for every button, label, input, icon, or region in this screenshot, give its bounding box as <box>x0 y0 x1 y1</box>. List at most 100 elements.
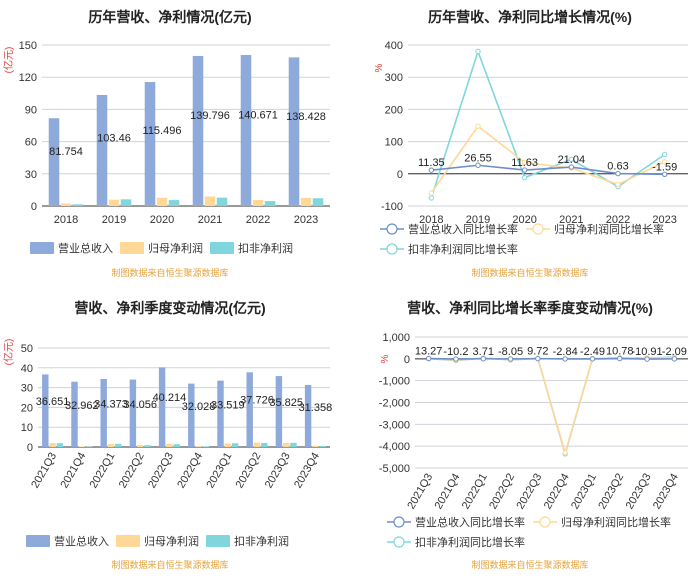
bar-3-2021Q3 <box>56 443 64 447</box>
legend-marker <box>386 243 398 255</box>
bar-2-2022Q1 <box>107 444 115 447</box>
bar-3-2023Q2 <box>261 443 268 447</box>
data-point <box>615 181 621 188</box>
bar-1-2023Q1 <box>217 380 224 447</box>
x-tick-label: 2022Q3 <box>146 451 176 491</box>
data-point <box>521 167 528 173</box>
data-label: -2.09 <box>662 346 687 358</box>
legend-marker <box>393 516 405 528</box>
y-tick-label: -100 <box>381 201 403 213</box>
legend-label: 营业总收入 <box>58 241 113 255</box>
x-tick-label: 2022Q2 <box>117 451 147 491</box>
y-axis-unit: % <box>374 63 385 72</box>
y-tick-label: -2,000 <box>379 398 410 410</box>
source-note: 制图数据来自恒生聚源数据库 <box>471 559 588 570</box>
data-label: -10.91 <box>631 346 662 358</box>
x-tick-label: 2021Q4 <box>433 472 463 512</box>
data-point <box>475 48 481 55</box>
x-tick-label: 2021 <box>559 214 583 226</box>
data-point <box>661 151 668 158</box>
bar-1-2022Q4 <box>188 383 195 447</box>
y-tick-label: -3,000 <box>379 419 410 431</box>
data-label: 32.962 <box>65 400 99 412</box>
bar-1-2023 <box>288 57 300 207</box>
legend-label: 归母净利润 <box>148 241 203 255</box>
bar-1-2023Q3 <box>275 376 283 447</box>
bar-2-2018 <box>60 203 72 206</box>
data-label: -8.05 <box>498 346 523 358</box>
legend-label: 归母净利润 <box>144 534 199 548</box>
data-label: -2.49 <box>580 346 605 358</box>
bar-1-2022Q3 <box>158 367 166 447</box>
bar-3-2022Q4 <box>202 446 210 447</box>
chart-title: 营收、净利季度变动情况(亿元) <box>74 300 265 316</box>
legend-label: 扣非净利润同比增长率 <box>415 535 525 549</box>
legend-label: 扣非净利润同比增长率 <box>408 242 518 256</box>
data-label: 33.519 <box>211 400 245 412</box>
chart-panel-1: 历年营收、净利情况(亿元) (亿元) 0 30 60 90 120 150 2018 2019 20… <box>2 9 330 278</box>
x-tick-label: 2023 <box>652 214 676 226</box>
bar-3-2023 <box>312 198 324 206</box>
x-tick-label: 2021Q3 <box>29 451 59 491</box>
data-point <box>568 156 575 163</box>
data-point <box>507 356 514 362</box>
data-label: 115.496 <box>143 125 182 137</box>
bar-2-2023Q1 <box>224 443 232 447</box>
bar-3-2023Q1 <box>231 443 239 447</box>
series-line-2 <box>430 124 666 194</box>
y-tick-label: 100 <box>385 137 403 149</box>
bar-1-2022Q2 <box>129 379 137 447</box>
data-label: 11.35 <box>418 157 445 169</box>
legend-swatch <box>116 535 140 547</box>
x-tick-label: 2023Q4 <box>292 451 322 491</box>
chart-title: 历年营收、净利情况(亿元) <box>88 9 251 25</box>
bar-3-2022Q3 <box>173 444 180 447</box>
data-label: 138.428 <box>286 111 326 123</box>
legend-label: 扣非净利润 <box>238 241 293 255</box>
data-label: 3.71 <box>473 346 494 358</box>
bar-2-2021Q3 <box>49 443 56 447</box>
data-label: 81.754 <box>49 146 83 158</box>
bar-1-2020 <box>144 82 156 206</box>
data-point <box>671 356 678 362</box>
bar-3-2019 <box>120 199 132 206</box>
series-line-1 <box>428 357 675 360</box>
data-point <box>617 355 623 362</box>
bar-2-2022Q2 <box>136 445 144 447</box>
data-label: 26.55 <box>464 152 492 164</box>
chart-panel-3: 营收、净利季度变动情况(亿元) (亿元) 0 10 20 30 40 50 2021Q3 2021… <box>2 300 332 570</box>
x-tick-label: 2018 <box>419 214 443 226</box>
data-point <box>615 170 621 177</box>
bar-1-2021 <box>192 55 204 206</box>
data-label: 103.46 <box>97 133 131 145</box>
data-point <box>661 159 668 165</box>
x-tick-label: 2023Q2 <box>234 451 264 491</box>
bar-1-2018 <box>48 118 60 206</box>
data-point <box>428 167 435 173</box>
source-note: 制图数据来自恒生聚源数据库 <box>111 559 228 570</box>
data-point <box>644 356 650 362</box>
y-axis-unit: (亿元) <box>2 339 15 366</box>
bar-2-2021 <box>204 196 216 206</box>
chart-title: 历年营收、净利同比增长情况(%) <box>428 9 632 25</box>
data-point <box>425 355 432 362</box>
legend-marker <box>539 516 551 528</box>
y-tick-label: 400 <box>385 40 403 52</box>
data-point <box>475 123 481 129</box>
bar-3-2021 <box>216 197 228 206</box>
data-point <box>428 190 435 196</box>
legend-swatch <box>206 535 230 547</box>
legend-swatch <box>30 242 54 254</box>
bar-2-2021Q4 <box>78 446 86 447</box>
bar-2-2019 <box>108 199 120 206</box>
source-note: 制图数据来自恒生聚源数据库 <box>471 267 588 278</box>
x-tick-label: 2022 <box>606 214 630 226</box>
data-point <box>568 164 575 170</box>
y-tick-label: 0 <box>404 354 410 366</box>
x-tick-label: 2022Q2 <box>487 472 517 512</box>
legend-label: 营业总收入 <box>54 534 109 548</box>
bar-1-2022Q1 <box>100 378 107 447</box>
y-axis-unit: (亿元) <box>2 47 15 74</box>
y-tick-label: 150 <box>19 40 37 52</box>
